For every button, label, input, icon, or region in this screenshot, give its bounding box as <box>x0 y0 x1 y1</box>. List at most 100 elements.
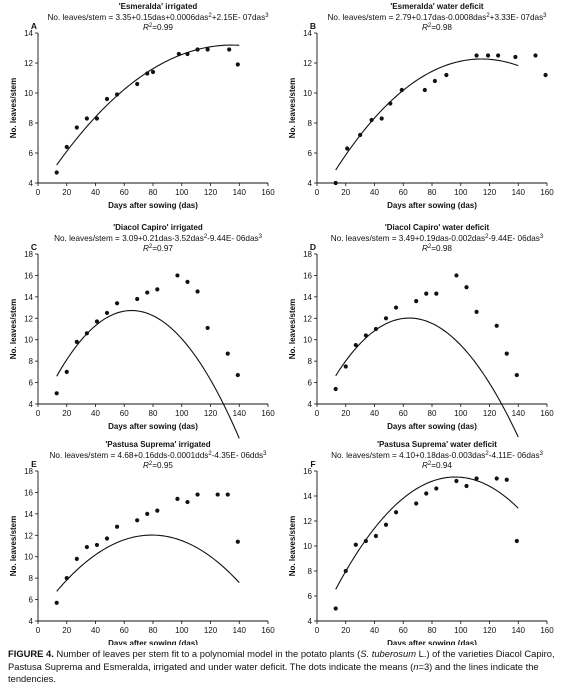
y-tick-label: 8 <box>308 357 313 366</box>
panel-title: 'Esmeralda' irrigated <box>119 2 198 11</box>
x-tick-label: 60 <box>399 409 408 418</box>
y-tick-label: 16 <box>24 271 33 280</box>
data-point <box>135 81 140 87</box>
x-tick-label: 0 <box>36 626 41 635</box>
data-point <box>205 47 210 52</box>
x-tick-label: 40 <box>91 626 100 635</box>
y-tick-label: 16 <box>303 271 312 280</box>
y-tick-label: 10 <box>24 89 33 98</box>
x-tick-label: 0 <box>36 409 41 418</box>
x-axis-label: Days after sowing (das) <box>108 201 198 210</box>
data-point <box>464 483 469 489</box>
x-tick-label: 100 <box>175 188 189 197</box>
data-point <box>383 522 389 527</box>
x-tick-label: 100 <box>175 409 189 418</box>
panel-title: 'Esmeralda' water deficit <box>390 2 484 11</box>
x-tick-label: 80 <box>428 188 437 197</box>
data-point <box>533 53 538 58</box>
y-tick-label: 18 <box>303 250 312 259</box>
panel-d: 0 20 40 60 80 100 120 140 160 4 6 8 10 12 14 16 18 Days a… <box>288 223 554 438</box>
fit-equation: No. leaves/stem = 4.10+0.18das-0.003das2… <box>331 451 543 460</box>
x-tick-label: 100 <box>454 409 468 418</box>
data-point <box>195 492 200 497</box>
caption-n: n <box>413 660 419 672</box>
data-point <box>175 273 180 278</box>
x-tick-label: 80 <box>149 188 158 197</box>
y-tick-label: 6 <box>308 149 313 158</box>
x-tick-label: 20 <box>341 188 350 197</box>
data-point <box>54 170 59 175</box>
data-point <box>84 544 89 550</box>
x-tick-label: 140 <box>233 409 247 418</box>
x-tick-label: 100 <box>175 626 189 635</box>
y-axis-label: No. leaves/stem <box>288 299 297 359</box>
x-tick-label: 160 <box>261 409 275 418</box>
data-point <box>414 299 419 304</box>
data-point <box>353 342 358 348</box>
fit-equation: No. leaves/stem = 2.79+0.17das-0.0008das… <box>327 13 547 22</box>
data-point <box>94 542 100 548</box>
panel-letter: F <box>310 459 315 469</box>
data-point <box>424 491 429 496</box>
data-point <box>145 511 150 516</box>
data-point <box>195 47 200 52</box>
data-point <box>504 477 509 482</box>
x-tick-label: 140 <box>512 409 526 418</box>
x-tick-label: 0 <box>315 188 320 197</box>
trend-line <box>335 317 519 438</box>
y-tick-label: 12 <box>24 59 33 68</box>
x-axis-label: Days after sowing (das) <box>108 422 198 431</box>
panel-letter: A <box>31 21 37 31</box>
y-tick-label: 14 <box>24 293 33 302</box>
x-tick-label: 160 <box>261 188 275 197</box>
data-point <box>399 87 404 93</box>
data-point <box>494 476 499 481</box>
data-point <box>74 125 79 130</box>
r-squared: R2=0.99 <box>143 23 173 32</box>
y-axis-label: No. leaves/stem <box>288 78 297 138</box>
data-point <box>434 291 439 296</box>
data-point <box>454 273 459 278</box>
y-tick-label: 12 <box>24 531 33 540</box>
x-tick-label: 120 <box>483 626 497 635</box>
data-point <box>135 518 140 523</box>
data-point <box>64 576 69 581</box>
fit-equation: No. leaves/stem = 3.35+0.15das+0.0006das… <box>47 13 269 22</box>
trend-line <box>335 58 519 171</box>
x-axis-label: Days after sowing (das) <box>387 422 477 431</box>
x-axis-label: Days after sowing (das) <box>108 639 198 645</box>
data-point <box>185 51 190 57</box>
data-point <box>150 69 156 75</box>
data-point <box>176 51 181 57</box>
x-tick-label: 120 <box>204 188 218 197</box>
data-point <box>345 146 350 151</box>
y-tick-label: 4 <box>29 179 34 188</box>
x-tick-label: 80 <box>149 409 158 418</box>
x-tick-label: 60 <box>399 626 408 635</box>
data-point <box>379 116 384 121</box>
x-tick-label: 60 <box>399 188 408 197</box>
x-tick-label: 80 <box>428 626 437 635</box>
fit-equation: No. leaves/stem = 3.49+0.19das-0.002das2… <box>331 234 544 243</box>
data-point <box>185 279 190 284</box>
data-point <box>454 478 459 484</box>
data-point <box>114 301 120 306</box>
y-tick-label: 4 <box>308 617 313 626</box>
y-tick-label: 16 <box>24 488 33 497</box>
panel-e: 0 20 40 60 80 100 120 140 160 4 6 8 10 12 14 16 18 Days a… <box>9 440 275 645</box>
data-point <box>494 323 499 328</box>
data-point <box>393 305 399 310</box>
data-point <box>514 372 519 378</box>
data-point <box>504 351 509 356</box>
y-tick-label: 8 <box>29 574 34 583</box>
data-point <box>485 53 491 58</box>
panel-title: 'Diacol Capiro' water deficit <box>385 223 490 232</box>
data-point <box>363 538 368 544</box>
x-tick-label: 60 <box>120 409 129 418</box>
data-point <box>54 391 59 396</box>
y-tick-label: 14 <box>24 510 33 519</box>
data-point <box>383 316 389 321</box>
x-tick-label: 160 <box>540 626 554 635</box>
r-squared: R2=0.94 <box>422 461 452 470</box>
